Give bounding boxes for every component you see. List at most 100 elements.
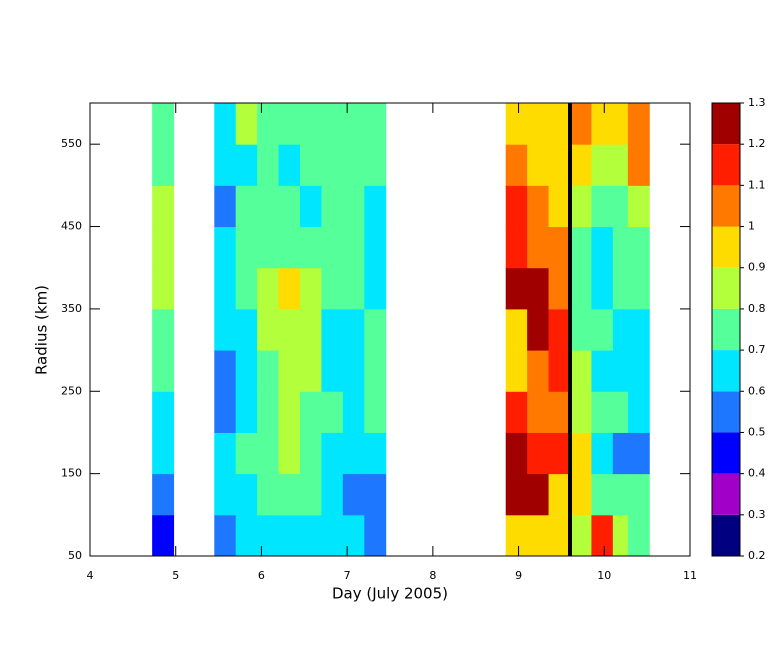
contour-cell <box>321 144 344 186</box>
contour-cell <box>235 350 258 392</box>
contour-cell <box>570 185 592 228</box>
contour-cell <box>235 267 258 310</box>
contour-cell <box>548 103 571 145</box>
contour-cell <box>278 350 301 392</box>
contour-cell <box>257 514 280 557</box>
colorbar-swatch <box>712 103 740 145</box>
colorbar-frame <box>711 102 741 557</box>
contour-cell <box>627 144 650 186</box>
contour-cell <box>505 267 528 310</box>
contour-cell <box>321 267 344 310</box>
contour-cell <box>364 350 387 392</box>
contour-cell <box>627 267 650 310</box>
contour-cell <box>152 432 175 475</box>
contour-cell <box>152 103 175 145</box>
y-tick-label: 50 <box>68 549 82 562</box>
contour-cell <box>321 226 344 269</box>
colorbar-swatch <box>712 473 740 515</box>
contour-cell <box>627 432 650 475</box>
contour-cell <box>278 267 301 310</box>
colorbar-swatch <box>712 391 740 433</box>
y-tick-label: 150 <box>61 467 82 480</box>
contour-cell <box>300 350 322 392</box>
contour-cell <box>278 185 301 228</box>
contour-cell <box>570 144 592 186</box>
contour-cell <box>527 144 550 186</box>
contour-field <box>152 103 650 557</box>
contour-cell <box>257 144 280 186</box>
contour-cell <box>214 185 237 228</box>
colorbar-label: 0.8 <box>748 302 766 315</box>
contour-cell <box>342 267 365 310</box>
contour-cell <box>627 185 650 228</box>
contour-cell <box>505 391 528 433</box>
contour-cell <box>364 391 387 433</box>
contour-cell <box>300 514 322 557</box>
contour-cell <box>505 226 528 269</box>
contour-cell <box>152 185 175 228</box>
contour-cell <box>591 226 614 269</box>
colorbar-swatch <box>712 185 740 227</box>
contour-cell <box>257 473 280 516</box>
contour-cell <box>342 350 365 392</box>
contour-cell <box>570 432 592 475</box>
contour-cell <box>257 185 280 228</box>
colorbar-label: 0.9 <box>748 261 766 274</box>
contour-cell <box>527 267 550 310</box>
contour-cell <box>214 267 237 310</box>
contour-cell <box>527 308 550 351</box>
contour-cell <box>627 103 650 145</box>
contour-cell <box>257 267 280 310</box>
contour-cell <box>505 308 528 351</box>
contour-cell <box>278 103 301 145</box>
colorbar-swatch <box>712 144 740 186</box>
contour-cell <box>152 226 175 269</box>
contour-cell <box>152 350 175 392</box>
contour-cell <box>364 308 387 351</box>
contour-cell <box>505 432 528 475</box>
contour-cell <box>235 226 258 269</box>
contour-cell <box>214 350 237 392</box>
contour-cell <box>235 308 258 351</box>
contour-cell <box>548 432 571 475</box>
colorbar-label: 0.4 <box>748 467 766 480</box>
contour-cell <box>321 185 344 228</box>
contour-cell <box>278 308 301 351</box>
plot-frame <box>89 102 691 557</box>
contour-cell <box>527 226 550 269</box>
colorbar-swatch <box>712 308 740 351</box>
contour-cell <box>548 267 571 310</box>
contour-cell <box>214 144 237 186</box>
contour-cell <box>214 391 237 433</box>
contour-cell <box>627 473 650 516</box>
contour-cell <box>214 473 237 516</box>
contour-cell <box>591 350 614 392</box>
contour-cell <box>527 185 550 228</box>
contour-cell <box>527 350 550 392</box>
contour-cell <box>300 308 322 351</box>
contour-cell <box>321 514 344 557</box>
contour-cell <box>321 473 344 516</box>
contour-cell <box>505 144 528 186</box>
contour-cell <box>548 391 571 433</box>
contour-cell <box>342 185 365 228</box>
x-tick-label: 9 <box>515 569 522 582</box>
contour-cell <box>300 391 322 433</box>
contour-cell <box>364 514 387 557</box>
contour-cell <box>548 185 571 228</box>
contour-cell <box>321 432 344 475</box>
contour-cell <box>342 144 365 186</box>
contour-cell <box>257 432 280 475</box>
colorbar-label: 0.3 <box>748 508 766 521</box>
contour-cell <box>152 144 175 186</box>
contour-cell <box>548 350 571 392</box>
contour-cell <box>235 514 258 557</box>
contour-cell <box>548 308 571 351</box>
contour-cell <box>570 103 592 145</box>
colorbar-label: 0.7 <box>748 343 766 356</box>
contour-cell <box>548 144 571 186</box>
contour-cell <box>321 103 344 145</box>
contour-cell <box>591 144 614 186</box>
contour-cell <box>627 226 650 269</box>
